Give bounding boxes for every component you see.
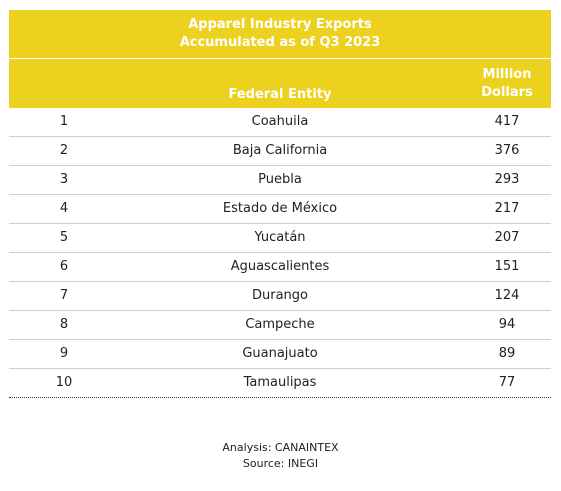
rank-cell: 10 — [55, 375, 73, 390]
table-title: Apparel Industry Exports Accumulated as … — [9, 10, 551, 58]
header-million-dollars: Million Dollars — [477, 66, 537, 102]
entity-cell: Baja California — [232, 143, 328, 158]
value-cell: 77 — [498, 375, 516, 390]
rank-cell: 8 — [59, 317, 69, 332]
rank-cell: 4 — [59, 201, 69, 216]
analysis-note: Analysis: CANAINTEX — [222, 441, 339, 454]
table-row: 7 Durango 124 — [9, 282, 551, 311]
exports-table: Apparel Industry Exports Accumulated as … — [9, 10, 551, 398]
source-note: Source: INEGI — [242, 457, 319, 470]
table-header: Federal Entity Million Dollars — [9, 58, 551, 108]
rank-cell: 2 — [59, 143, 69, 158]
table-row: 1 Coahuila 417 — [9, 108, 551, 137]
entity-cell: Durango — [251, 288, 308, 303]
value-cell: 151 — [494, 259, 520, 274]
footnotes: Analysis: CANAINTEX Source: INEGI — [0, 440, 561, 472]
table-title-line-2: Accumulated as of Q3 2023 — [179, 35, 381, 50]
table-row: 10 Tamaulipas 77 — [9, 369, 551, 398]
table-row: 3 Puebla 293 — [9, 166, 551, 195]
table-row: 2 Baja California 376 — [9, 137, 551, 166]
value-cell: 124 — [494, 288, 520, 303]
table-row: 9 Guanajuato 89 — [9, 340, 551, 369]
rank-cell: 6 — [59, 259, 69, 274]
table-title-line-1: Apparel Industry Exports — [188, 17, 372, 32]
rank-cell: 9 — [59, 346, 69, 361]
entity-cell: Coahuila — [251, 114, 309, 129]
rank-cell: 1 — [59, 114, 69, 129]
entity-cell: Guanajuato — [242, 346, 318, 361]
rank-cell: 3 — [59, 172, 69, 187]
value-cell: 207 — [494, 230, 520, 245]
value-cell: 89 — [498, 346, 516, 361]
value-cell: 217 — [494, 201, 520, 216]
entity-cell: Tamaulipas — [243, 375, 317, 390]
entity-cell: Estado de México — [222, 201, 338, 216]
value-cell: 376 — [494, 143, 520, 158]
entity-cell: Aguascalientes — [230, 259, 330, 274]
value-cell: 293 — [494, 172, 520, 187]
entity-cell: Campeche — [245, 317, 315, 332]
rank-cell: 5 — [59, 230, 69, 245]
header-federal-entity: Federal Entity — [228, 87, 332, 102]
rank-cell: 7 — [59, 288, 69, 303]
value-cell: 94 — [498, 317, 516, 332]
table-row: 4 Estado de México 217 — [9, 195, 551, 224]
value-cell: 417 — [494, 114, 520, 129]
table-body: 1 Coahuila 417 2 Baja California 376 3 Puebla 29… — [9, 108, 551, 398]
entity-cell: Yucatán — [254, 230, 306, 245]
table-row: 6 Aguascalientes 151 — [9, 253, 551, 282]
table-row: 8 Campeche 94 — [9, 311, 551, 340]
table-row: 5 Yucatán 207 — [9, 224, 551, 253]
header-dollars-line: Dollars — [481, 85, 533, 100]
header-million-line: Million — [482, 67, 532, 82]
entity-cell: Puebla — [258, 172, 302, 187]
